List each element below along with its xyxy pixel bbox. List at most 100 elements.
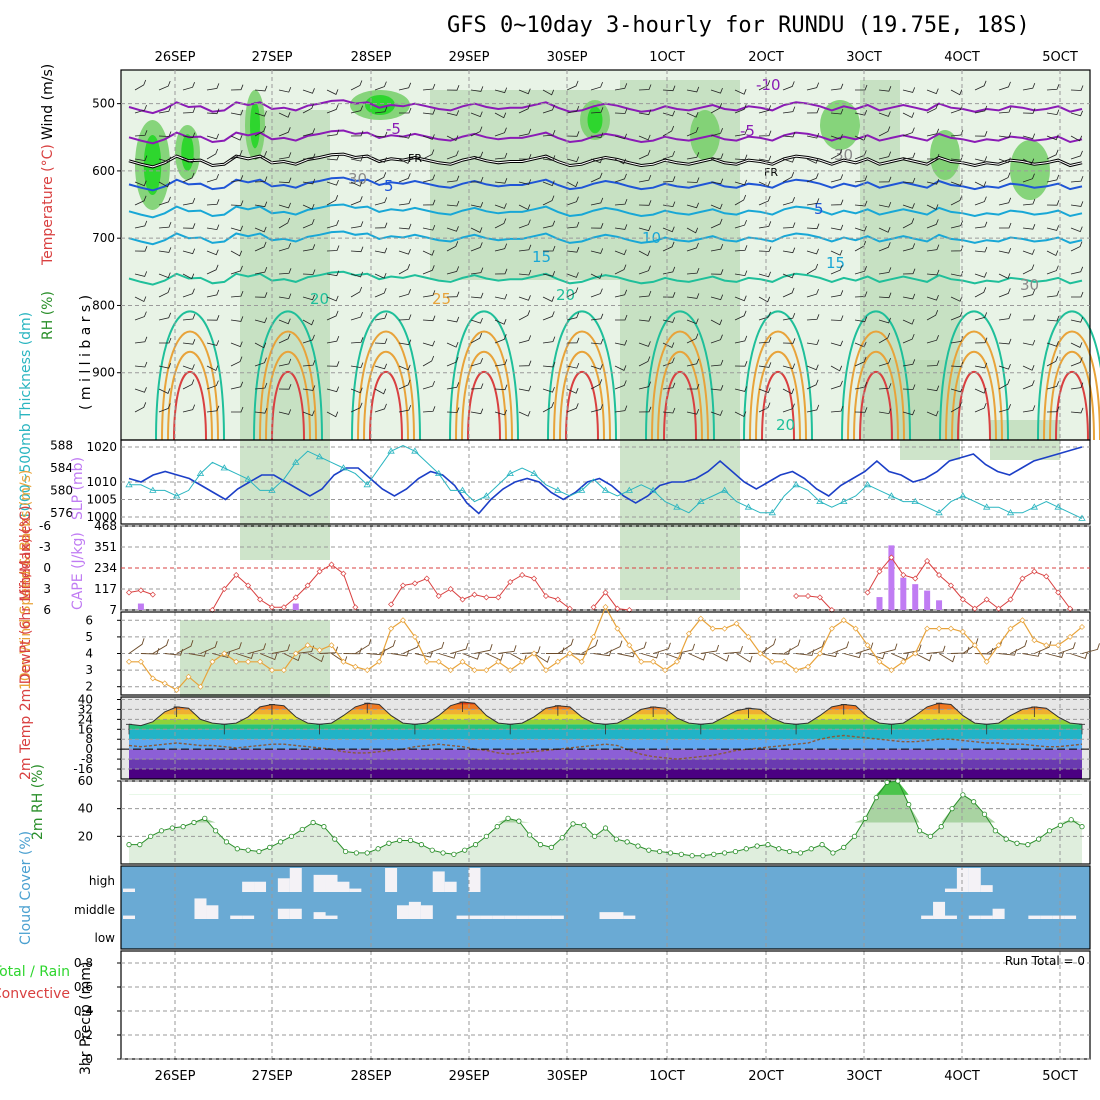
wind-barb-icon [374, 403, 387, 413]
cloud-bar [468, 915, 481, 919]
wind-barb-icon [1070, 85, 1084, 91]
wind-barb-icon [734, 361, 748, 367]
cloud-level-label: middle [74, 903, 115, 917]
diamond-marker-icon [173, 687, 180, 694]
wind-barb-icon [926, 410, 939, 417]
diamond-marker-icon [805, 593, 812, 599]
wind-barb-icon [855, 84, 868, 91]
wind-barb-icon [806, 339, 820, 346]
circle-marker-icon [992, 828, 998, 834]
thickness-tick-label: 576 [50, 506, 73, 520]
wind-barb-icon [806, 82, 820, 91]
circle-marker-icon [873, 794, 879, 801]
wind-barb-icon [422, 83, 436, 91]
wind-barb-icon [278, 112, 291, 118]
wind-barb-icon [542, 180, 555, 187]
wind-barb-icon [998, 132, 1012, 138]
warm-isotherm [259, 330, 317, 441]
diamond-marker-icon [971, 605, 978, 612]
diamond-marker-icon [435, 593, 442, 599]
wind-barb-icon [806, 223, 820, 230]
circle-marker-icon [213, 828, 219, 834]
minmax-marker [1031, 706, 1038, 717]
wind-barb-icon [638, 149, 651, 160]
li-tick-label: -3 [39, 540, 51, 554]
wind-barb-icon [830, 149, 843, 160]
triangle-marker-icon [387, 447, 395, 454]
circle-marker-icon [927, 833, 933, 839]
wind-barb-icon [950, 195, 963, 206]
wind-barb-icon [950, 311, 963, 321]
circle-marker-icon [1057, 822, 1063, 828]
diamond-marker-icon [316, 647, 323, 654]
wind-barb-icon [830, 340, 843, 347]
minmax-marker [126, 723, 132, 735]
circle-marker-icon [960, 792, 966, 798]
wind-barb-icon [206, 224, 220, 231]
warm-isotherm [1037, 310, 1100, 441]
wind-barb-icon [638, 250, 651, 257]
wind-barb-icon [950, 270, 964, 277]
wind-barb-icon [1022, 108, 1036, 114]
wind-barb-icon [378, 639, 396, 654]
circle-marker-icon [407, 837, 414, 844]
diamond-marker-icon [376, 658, 383, 665]
wind-barb-icon [1081, 643, 1100, 654]
circle-marker-icon [851, 833, 858, 839]
wind-barb-icon [758, 402, 771, 413]
wind-barb-icon [590, 107, 604, 114]
wind-barb-icon [355, 638, 372, 654]
wind-barb-icon [614, 289, 628, 298]
diamond-marker-icon [447, 667, 454, 674]
bottom-date-label: 3OCT [846, 1069, 882, 1084]
wind-barb-icon [283, 653, 301, 662]
wind-barb-icon [212, 651, 231, 658]
wind-barb-icon [638, 174, 652, 183]
wind-barb-icon [134, 296, 147, 303]
wind-barb-icon [278, 409, 292, 415]
wind-barb-icon [903, 644, 922, 654]
triangle-marker-icon [863, 481, 872, 488]
wind-barb-icon [446, 226, 459, 232]
wind-barb-icon [590, 81, 603, 91]
triangle-marker-icon [959, 492, 967, 499]
wind-barb-icon [998, 157, 1011, 164]
minmax-marker [268, 704, 275, 715]
wind-barb-icon [734, 270, 748, 277]
rh-shaded-region [620, 80, 740, 600]
contour-label: FR [764, 166, 778, 179]
top-date-label: 26SEP [155, 50, 196, 65]
wind-barb-icon [819, 650, 839, 658]
wind-barb-icon [806, 263, 819, 275]
wind-barb-icon [254, 357, 267, 367]
wind-barb-icon [878, 201, 892, 208]
warm-isotherm [859, 371, 893, 441]
bottom-date-label: 26SEP [155, 1069, 196, 1084]
cloud-bar [444, 881, 457, 892]
wind-barb-icon [518, 88, 531, 95]
wind-barb-icon [518, 179, 532, 185]
wind-barb-icon [974, 156, 988, 162]
wind-barb-icon [614, 380, 627, 390]
cloud-bar [539, 915, 552, 919]
circle-marker-icon [527, 832, 533, 838]
circle-marker-icon [191, 819, 197, 826]
circle-marker-icon [949, 806, 955, 812]
wind-barb-icon [350, 271, 363, 278]
wind-barb-icon [518, 295, 531, 301]
wind-barb-icon [926, 179, 940, 185]
wind-barb-icon [998, 288, 1011, 298]
wind-barb-icon [206, 148, 219, 160]
wind-barb-icon [1070, 226, 1083, 233]
wind-barb-icon [398, 404, 412, 413]
wind-barb-icon [1046, 381, 1060, 390]
bottom-date-label: 4OCT [944, 1069, 980, 1084]
wind-barb-icon [471, 176, 484, 183]
minmax-marker [411, 723, 418, 735]
wind-barb-icon [158, 181, 171, 188]
wind-barb-icon [254, 317, 268, 324]
wind-barb-icon [590, 379, 603, 390]
wind-barb-icon [326, 310, 339, 321]
diamond-marker-icon [650, 658, 657, 665]
warm-isotherm [853, 351, 899, 441]
